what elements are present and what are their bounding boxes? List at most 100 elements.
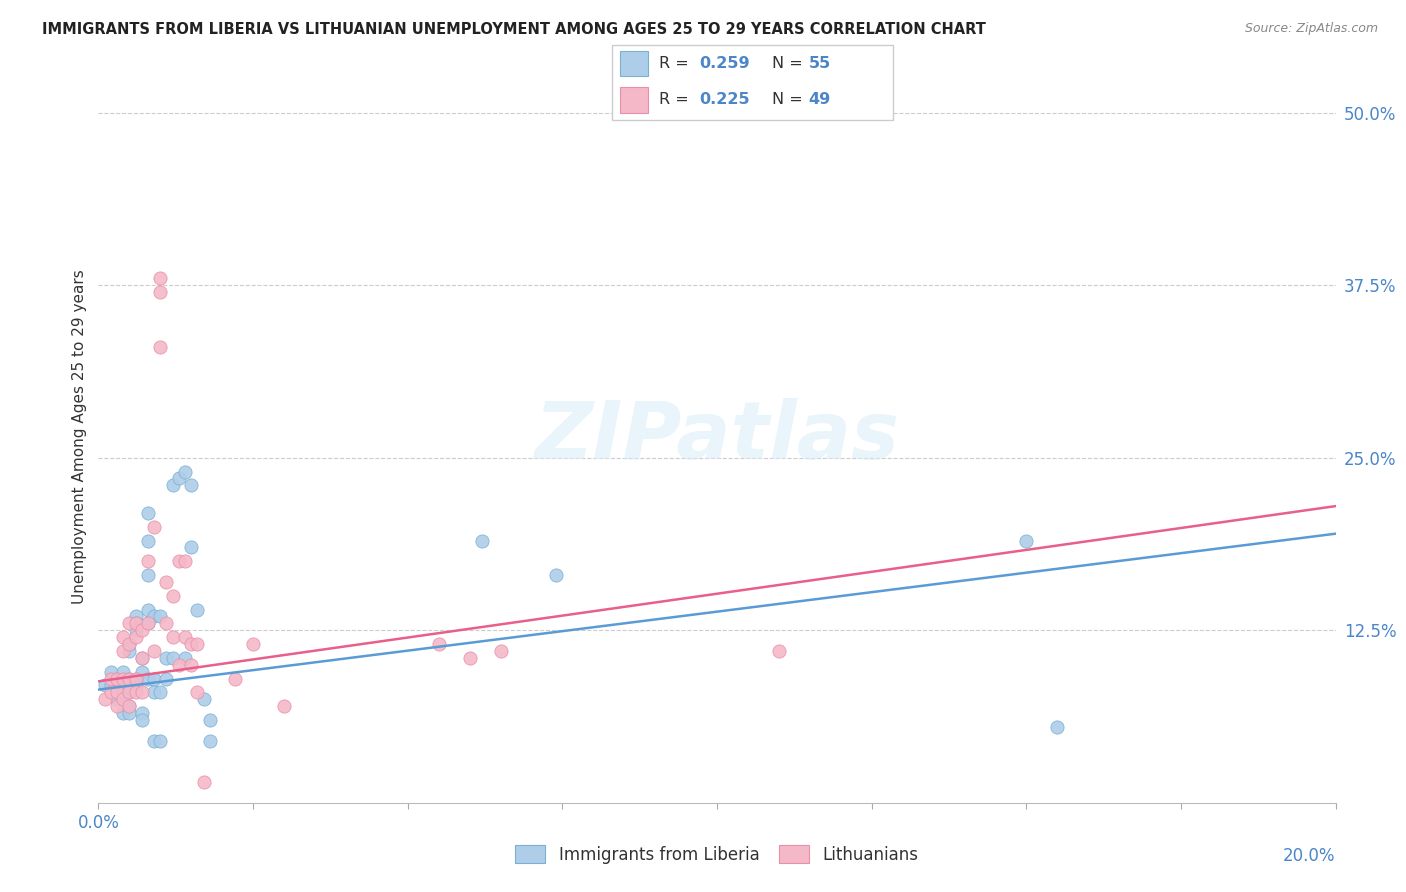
Point [105,672,128,686]
Point [105,672,128,686]
Point [180,478,202,492]
Point [193,692,215,706]
Point [167,554,190,568]
Point [131,665,153,679]
Point [112,672,135,686]
Point [155,616,177,631]
Point [174,465,197,479]
Point [155,651,177,665]
Point [131,624,153,638]
Point [186,637,208,651]
Point [489,644,512,658]
Point [131,706,153,720]
Point [162,478,184,492]
Point [198,713,221,727]
Point [546,568,568,582]
Point [149,685,172,699]
Point [149,733,172,747]
Point [100,678,122,692]
Point [118,699,141,714]
Point [112,692,135,706]
Point [131,651,153,665]
Text: Source: ZipAtlas.com: Source: ZipAtlas.com [1244,22,1378,36]
Point [180,637,202,651]
Point [198,733,221,747]
Point [273,699,295,714]
Point [242,637,264,651]
Point [167,471,190,485]
Text: 0.225: 0.225 [699,93,749,107]
Point [149,271,172,285]
Point [149,340,172,354]
Point [143,520,166,534]
Text: 49: 49 [808,93,831,107]
Point [136,506,159,520]
Point [1015,533,1038,548]
Point [143,672,166,686]
Point [105,685,128,699]
Point [112,644,135,658]
Point [124,624,146,638]
Point [180,657,202,672]
Point [136,568,159,582]
Text: R =: R = [659,56,695,71]
Text: N =: N = [772,56,808,71]
Point [149,609,172,624]
Point [155,672,177,686]
Text: 20.0%: 20.0% [1284,847,1336,864]
Point [136,616,159,631]
Point [186,685,208,699]
Point [105,692,128,706]
Point [124,678,146,692]
Point [162,630,184,644]
Point [131,713,153,727]
Point [136,533,159,548]
Point [124,609,146,624]
Y-axis label: Unemployment Among Ages 25 to 29 years: Unemployment Among Ages 25 to 29 years [72,269,87,605]
Point [471,533,494,548]
Point [124,672,146,686]
Point [186,602,208,616]
Point [458,651,481,665]
Point [174,554,197,568]
Point [118,685,141,699]
Point [100,685,122,699]
FancyBboxPatch shape [620,51,648,77]
Point [124,685,146,699]
Point [112,706,135,720]
Legend: Immigrants from Liberia, Lithuanians: Immigrants from Liberia, Lithuanians [516,846,918,864]
Point [124,672,146,686]
Point [167,657,190,672]
FancyBboxPatch shape [620,87,648,112]
Point [180,541,202,555]
Point [100,665,122,679]
Point [118,637,141,651]
Point [193,775,215,789]
Point [112,630,135,644]
Point [105,699,128,714]
Text: R =: R = [659,93,695,107]
Point [105,685,128,699]
Point [224,672,246,686]
Point [124,616,146,631]
Point [118,706,141,720]
Point [162,589,184,603]
Point [143,609,166,624]
Point [149,285,172,300]
Point [118,644,141,658]
Point [118,672,141,686]
Point [100,672,122,686]
Point [124,630,146,644]
Point [118,637,141,651]
Point [136,672,159,686]
Point [118,699,141,714]
Point [112,692,135,706]
Point [118,672,141,686]
Point [174,630,197,644]
Point [162,651,184,665]
Text: IMMIGRANTS FROM LIBERIA VS LITHUANIAN UNEMPLOYMENT AMONG AGES 25 TO 29 YEARS COR: IMMIGRANTS FROM LIBERIA VS LITHUANIAN UN… [42,22,986,37]
Point [131,685,153,699]
Point [118,685,141,699]
FancyBboxPatch shape [612,45,893,120]
Point [143,733,166,747]
